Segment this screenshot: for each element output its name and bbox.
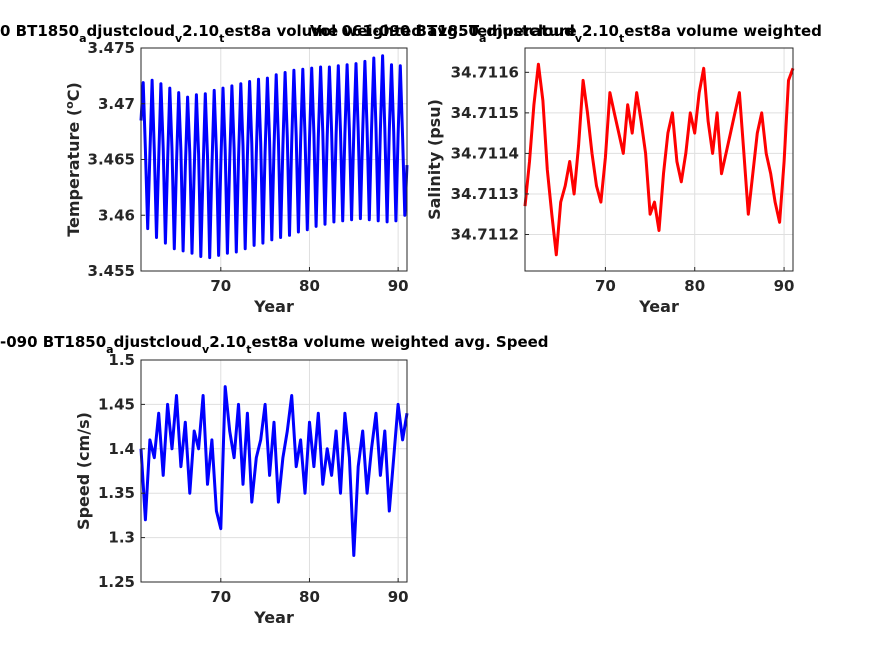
title-subscript: t	[246, 343, 251, 356]
y-axis-label: Temperature (oC)	[63, 82, 83, 237]
title-text: -090 BT1850	[0, 333, 106, 351]
x-tick-label: 80	[299, 277, 320, 295]
y-tick-label: 1.3	[108, 529, 135, 547]
y-axis-label-main: Salinity (psu)	[425, 99, 444, 220]
title-text: Vol 061-090 BT1850	[310, 22, 479, 40]
y-tick-label: 3.47	[98, 95, 135, 113]
title-text: 2.10	[182, 22, 219, 40]
y-tick-label: 34.7115	[451, 104, 519, 122]
y-axis-label-superscript: o	[63, 101, 76, 109]
chart-title: 0 BT1850adjustcloudv2.10test8a volume we…	[0, 22, 577, 45]
title-subscript: t	[219, 32, 224, 45]
y-tick-label: 1.35	[98, 484, 135, 502]
x-tick-label: 90	[774, 277, 795, 295]
title-text: est8a volume weighted avg. Temperature	[224, 22, 576, 40]
plot-area	[525, 48, 793, 271]
y-axis-label-main: Speed (cm/s)	[74, 412, 93, 530]
series-line	[523, 62, 795, 257]
y-tick-label: 34.7112	[451, 226, 519, 244]
y-tick-label: 34.7116	[451, 63, 519, 81]
x-axis-label: Year	[253, 608, 294, 627]
plot-area	[141, 360, 407, 582]
x-tick-label: 80	[299, 588, 320, 606]
x-tick-label: 80	[684, 277, 705, 295]
x-axis-label: Year	[253, 297, 294, 316]
title-text: djustcloud	[486, 22, 574, 40]
axes-box	[140, 359, 408, 583]
title-subscript: t	[619, 32, 624, 45]
x-tick-label: 70	[210, 588, 231, 606]
y-tick-label: 1.5	[108, 351, 135, 369]
title-subscript: v	[175, 32, 183, 45]
y-tick-label: 3.465	[88, 151, 135, 169]
x-tick-label: 90	[388, 277, 409, 295]
title-subscript: a	[479, 32, 486, 45]
title-text: djustcloud	[114, 333, 202, 351]
chart-title: Vol 061-090 BT1850adjustcloudv2.10test8a…	[310, 22, 822, 45]
plots-layer: 70 80 90 3.455 3.46 3.465 3.47 3.475 Year Tempera…	[0, 22, 822, 627]
x-tick-label: 70	[210, 277, 231, 295]
series-line	[139, 54, 409, 260]
chart-1: 70 80 90 3.455 3.46 3.465 3.47 3.475 Year Tempera…	[0, 22, 577, 316]
y-axis-label: Salinity (psu)	[425, 99, 444, 220]
y-tick-label: 1.4	[108, 440, 135, 458]
y-tick-label: 34.7114	[451, 144, 519, 162]
title-subscript: v	[202, 343, 210, 356]
series-line	[139, 385, 409, 557]
chart-2: 70 80 90 34.7112 34.7113 34.7114 34.7115 34.711…	[310, 22, 822, 316]
x-tick-label: 70	[595, 277, 616, 295]
y-axis-label: Speed (cm/s)	[74, 412, 93, 530]
title-text: djustcloud	[87, 22, 175, 40]
y-tick-label: 1.45	[98, 395, 135, 413]
y-tick-label: 3.475	[88, 39, 135, 57]
x-tick-label: 90	[388, 588, 409, 606]
y-tick-label: 3.455	[88, 262, 135, 280]
x-axis-label: Year	[638, 297, 679, 316]
chart-title: -090 BT1850adjustcloudv2.10test8a volume…	[0, 333, 549, 356]
y-axis-label-tail: C)	[64, 82, 83, 101]
title-subscript: a	[79, 32, 86, 45]
y-tick-label: 1.25	[98, 573, 135, 591]
axes-box	[524, 47, 794, 272]
y-axis-label-main: Temperature (	[64, 109, 83, 237]
title-text: est8a volume weighted avg. Speed	[251, 333, 548, 351]
title-text: est8a volume weighted	[624, 22, 822, 40]
chart-3: 70 80 90 1.25 1.3 1.35 1.4 1.45 1.5 Year Speed (cm…	[0, 333, 549, 627]
title-text: 2.10	[582, 22, 619, 40]
y-tick-label: 34.7113	[451, 185, 519, 203]
title-text: 2.10	[209, 333, 246, 351]
y-tick-label: 3.46	[98, 206, 135, 224]
title-text: 0 BT1850	[0, 22, 79, 40]
title-subscript: v	[575, 32, 583, 45]
title-subscript: a	[106, 343, 113, 356]
